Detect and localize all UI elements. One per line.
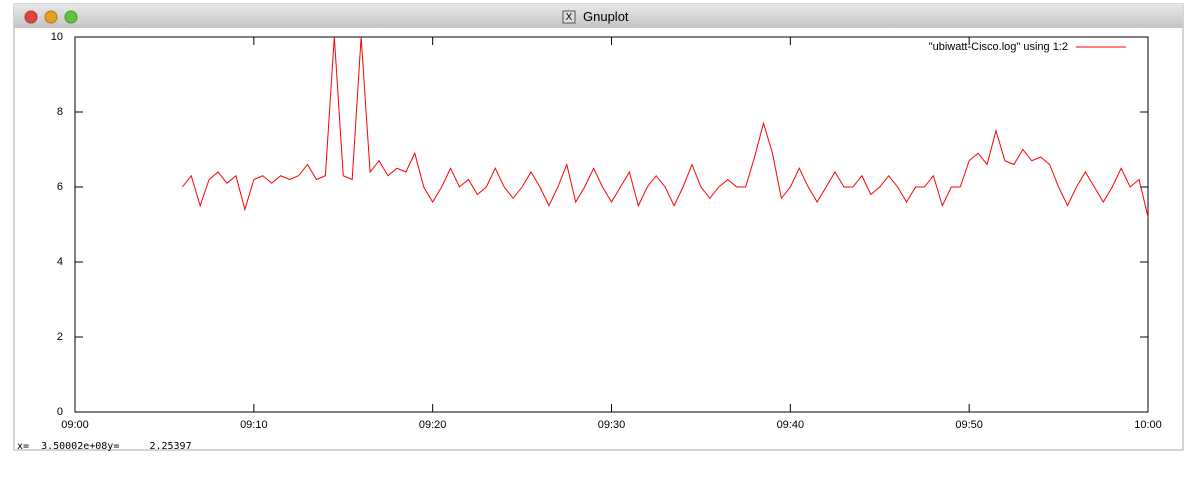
x-tick-label: 09:10 bbox=[240, 419, 268, 431]
x-tick-label: 10:00 bbox=[1134, 419, 1162, 431]
y-tick-label: 8 bbox=[57, 106, 63, 118]
plot: 0 2 4 6 8 10 09:00 09:10 09:20 09:30 09:40 09:50 10:… bbox=[51, 31, 1162, 431]
title-bar bbox=[14, 4, 1183, 28]
legend-label: "ubiwatt-Cisco.log" using 1:2 bbox=[929, 41, 1068, 53]
zoom-button[interactable] bbox=[64, 10, 78, 24]
y-tick-label: 4 bbox=[57, 256, 63, 268]
minimize-button[interactable] bbox=[44, 10, 58, 24]
window-frame bbox=[13, 3, 1184, 451]
window-title: Gnuplot bbox=[583, 9, 629, 24]
x-tick-label: 09:30 bbox=[598, 419, 626, 431]
close-button[interactable] bbox=[24, 10, 38, 24]
y-tick-label: 6 bbox=[57, 181, 63, 193]
data-line bbox=[181, 36, 1149, 218]
y-tick-label: 10 bbox=[51, 31, 63, 43]
status-text: x= 3.50002e+08y= 2.25397 bbox=[17, 441, 192, 452]
y-tick-label: 0 bbox=[57, 406, 63, 418]
x-tick-label: 09:50 bbox=[955, 419, 983, 431]
x-icon bbox=[562, 10, 576, 24]
x-icon-glyph: X bbox=[566, 12, 573, 23]
y-tick-label: 2 bbox=[57, 331, 63, 343]
x-tick-label: 09:20 bbox=[419, 419, 447, 431]
x-tick-label: 09:00 bbox=[61, 419, 89, 431]
x-tick-label: 09:40 bbox=[777, 419, 805, 431]
